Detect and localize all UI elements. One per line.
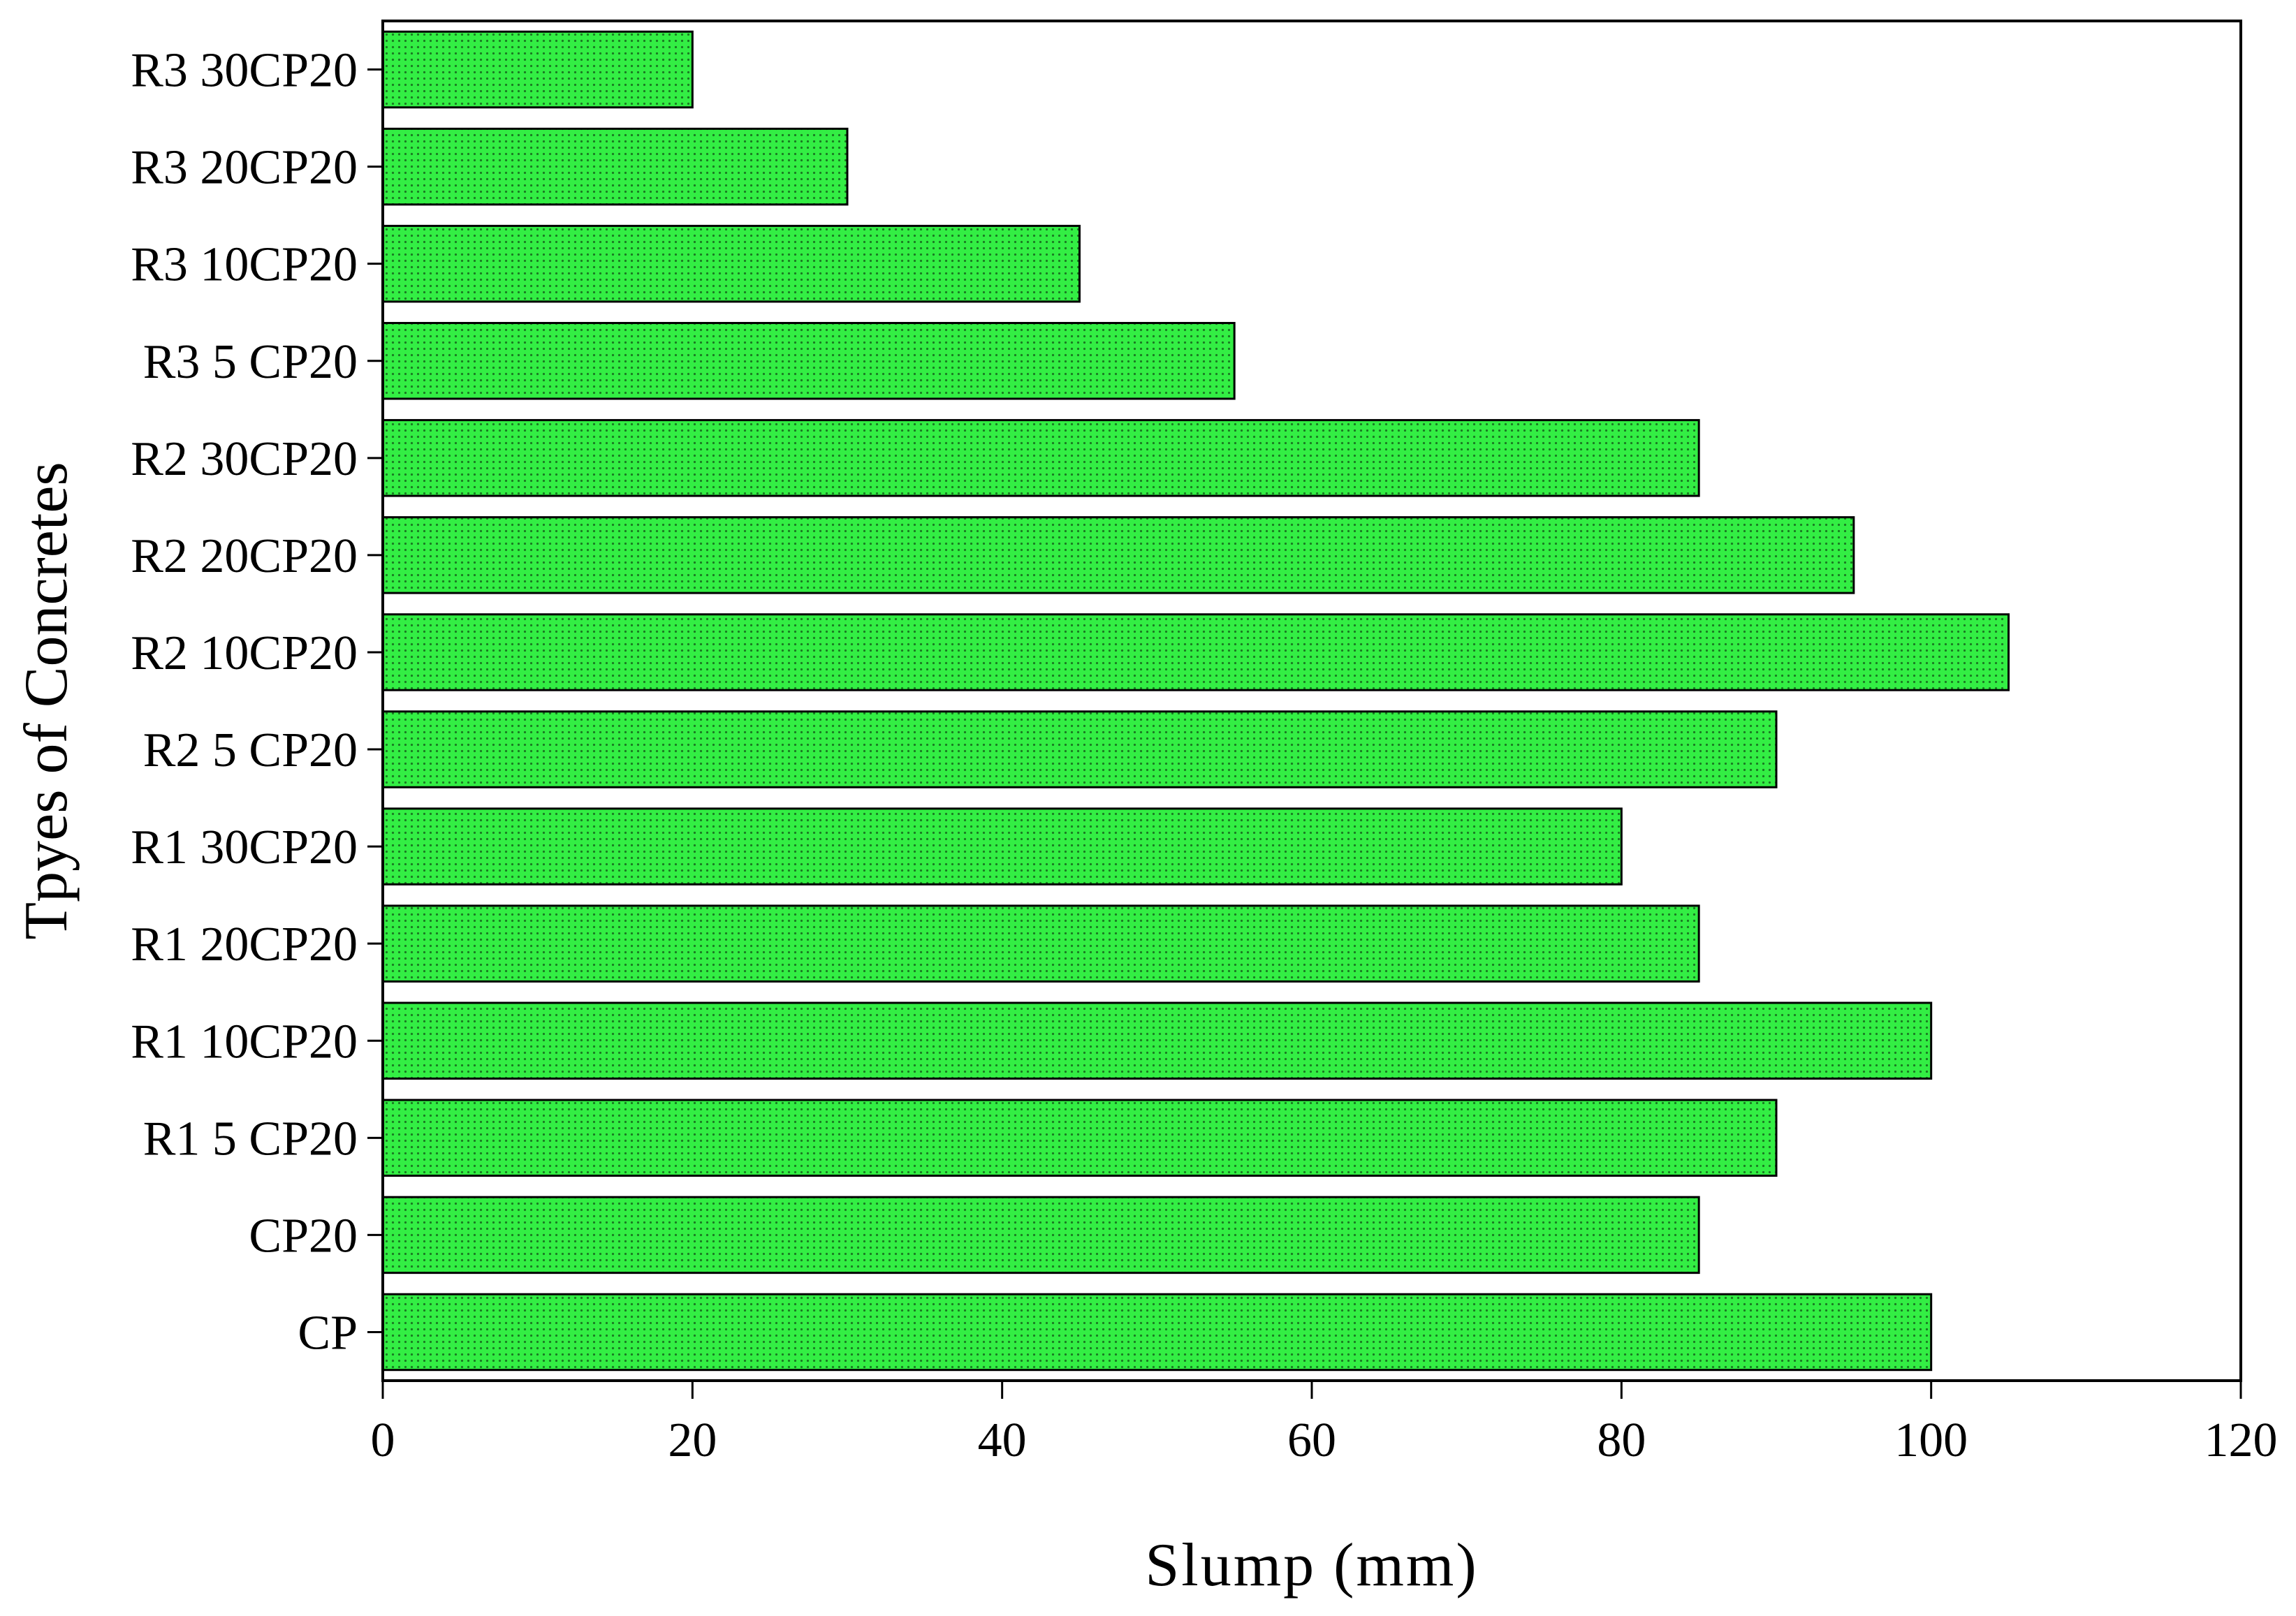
x-tick-label: 0: [371, 1413, 395, 1467]
y-tick-label: R3 20CP20: [131, 141, 358, 195]
y-axis-title: Tpyes of Concretes: [13, 462, 80, 939]
x-tick-label: 40: [978, 1413, 1027, 1467]
bar-r2-30cp20: [381, 419, 1700, 497]
bar-r3-30cp20: [381, 30, 694, 109]
y-tick-label: R1 30CP20: [131, 821, 358, 874]
y-tick-label: R2 20CP20: [131, 529, 358, 583]
x-axis-title: Slump (mm): [1145, 1531, 1478, 1599]
x-tick-label: 100: [1894, 1413, 1968, 1467]
ticks-layer: CP CP20 R1 5 CP20 R1 10CP20 R1 20CP20 R1 30CP…: [131, 44, 2277, 1467]
bar-r2-20cp20: [381, 516, 1855, 594]
bar-r1-10cp20: [381, 1001, 1933, 1080]
x-tick-label: 80: [1597, 1413, 1646, 1467]
bar-r2-5-cp20: [381, 710, 1778, 788]
bar-r3-20cp20: [381, 127, 849, 206]
bar-r3-10cp20: [381, 224, 1081, 303]
y-tick-label: R1 5 CP20: [143, 1112, 358, 1166]
bar-r1-30cp20: [381, 807, 1623, 886]
bar-r2-10cp20: [381, 613, 2010, 691]
x-tick-label: 20: [668, 1413, 717, 1467]
x-tick-label: 60: [1287, 1413, 1336, 1467]
y-tick-label: R3 5 CP20: [143, 335, 358, 389]
x-tick-label: 120: [2204, 1413, 2278, 1467]
y-tick-label: CP: [298, 1306, 358, 1360]
bars-layer: [381, 30, 2010, 1372]
y-tick-label: R2 10CP20: [131, 626, 358, 680]
y-tick-label: R3 30CP20: [131, 44, 358, 98]
bar-r3-5-cp20: [381, 322, 1236, 400]
y-tick-label: R2 5 CP20: [143, 723, 358, 777]
bar-r1-20cp20: [381, 904, 1700, 983]
y-tick-label: R1 20CP20: [131, 918, 358, 971]
bar-cp: [381, 1293, 1933, 1372]
y-tick-label: CP20: [249, 1209, 358, 1263]
y-tick-label: R1 10CP20: [131, 1015, 358, 1068]
bar-r1-5-cp20: [381, 1099, 1778, 1177]
plot-frame: [381, 20, 2242, 1382]
bar-cp20: [381, 1196, 1700, 1275]
y-tick-label: R2 30CP20: [131, 432, 358, 486]
y-tick-label: R3 10CP20: [131, 238, 358, 292]
